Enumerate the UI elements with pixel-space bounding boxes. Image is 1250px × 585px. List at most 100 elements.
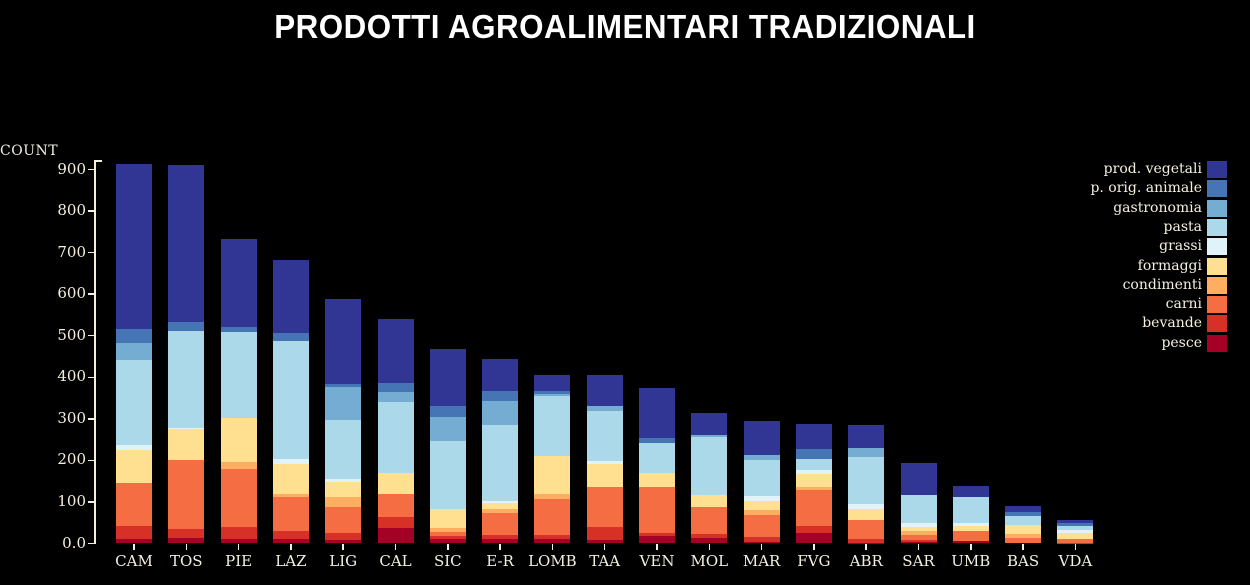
x-axis-label: E-R	[486, 552, 514, 570]
bar-segment-p-orig-animale	[1057, 523, 1094, 527]
bar-VEN	[639, 388, 675, 544]
bar-E-R	[482, 359, 519, 544]
legend-label: formaggi	[1137, 257, 1202, 274]
bar-segment-gastronomia	[116, 343, 152, 361]
bar-segment-carni	[743, 515, 780, 537]
bar-segment-pesce	[534, 538, 571, 544]
legend-item: pasta	[1040, 218, 1227, 236]
bar-segment-prod-vegetali	[482, 359, 519, 392]
x-axis-label: CAL	[379, 552, 412, 570]
legend-swatch	[1207, 276, 1227, 294]
legend-swatch	[1207, 257, 1227, 275]
bar-segment-grassi	[482, 501, 519, 503]
bar-segment-pasta	[272, 340, 309, 460]
bar-ABR	[848, 425, 885, 544]
bar-segment-pasta	[168, 330, 205, 428]
legend-item: prod. vegetali	[1040, 161, 1227, 178]
bar-segment-pesce	[220, 538, 257, 544]
bar-segment-prod-vegetali	[377, 319, 414, 383]
bar-segment-bevande	[116, 526, 152, 539]
bar-segment-bevande	[900, 539, 937, 543]
y-tick-label: 0.0	[62, 533, 86, 552]
bar-segment-prod-vegetali	[168, 164, 205, 322]
bar-segment-grassi	[848, 503, 885, 509]
y-axis-top-cap	[94, 160, 102, 162]
bar-segment-pasta	[743, 459, 780, 497]
y-axis-title: COUNT	[0, 143, 59, 159]
legend-swatch	[1207, 218, 1227, 236]
x-tick	[342, 544, 344, 550]
x-tick	[185, 544, 188, 550]
bar-segment-bevande	[743, 536, 780, 543]
bar-segment-condimenti	[429, 528, 466, 532]
bar-segment-pesce	[743, 542, 780, 544]
bar-segment-pasta	[639, 443, 675, 473]
bar-segment-pasta	[429, 440, 466, 509]
x-tick	[551, 544, 554, 550]
bar-segment-condimenti	[220, 462, 257, 470]
bar-segment-formaggi	[429, 508, 466, 529]
y-tick	[88, 501, 94, 503]
legend-label: bevande	[1142, 315, 1202, 332]
bar-segment-grassi	[272, 459, 309, 465]
bar-segment-carni	[168, 460, 205, 529]
bar-segment-carni	[952, 530, 989, 541]
bar-LAZ	[272, 259, 309, 544]
bar-segment-condimenti	[325, 497, 362, 508]
bar-segment-formaggi	[900, 526, 937, 531]
bar-segment-pasta	[900, 494, 937, 524]
bar-segment-pesce	[168, 538, 205, 544]
x-tick	[865, 544, 867, 550]
bar-segment-p-orig-animale	[534, 391, 571, 394]
bar-segment-bevande	[639, 533, 675, 537]
legend-item: carni	[1040, 296, 1227, 314]
bar-MOL	[691, 413, 728, 544]
x-tick	[499, 544, 501, 550]
bar-segment-p-orig-animale	[377, 382, 414, 392]
bar-segment-bevande	[325, 533, 362, 540]
bar-segment-carni	[848, 520, 885, 540]
bar-segment-prod-vegetali	[743, 420, 780, 456]
bar-segment-grassi	[116, 445, 152, 450]
bar-segment-p-orig-animale	[272, 333, 309, 341]
bar-segment-gastronomia	[377, 391, 414, 402]
legend-item: bevande	[1040, 315, 1227, 333]
bar-segment-gastronomia	[429, 417, 466, 441]
bar-segment-formaggi	[272, 464, 309, 495]
bar-segment-pesce	[848, 542, 885, 544]
y-tick	[88, 334, 94, 337]
bar-LIG	[325, 298, 362, 544]
bar-segment-condimenti	[482, 508, 519, 513]
bar-segment-condimenti	[1005, 534, 1042, 538]
x-axis-label: BAS	[1007, 552, 1040, 570]
bar-segment-gastronomia	[586, 406, 623, 411]
bar-segment-grassi	[168, 427, 205, 430]
bar-FVG	[795, 423, 832, 544]
bar-segment-grassi	[900, 523, 937, 527]
bar-segment-pesce	[325, 539, 362, 544]
bar-MAR	[743, 420, 780, 544]
x-tick	[290, 544, 292, 550]
x-axis-label: PIE	[225, 552, 253, 570]
bar-segment-gastronomia	[848, 447, 885, 458]
bar-segment-pesce	[795, 533, 832, 544]
legend-item: pesce	[1040, 334, 1227, 352]
bar-segment-pesce	[482, 538, 519, 544]
bar-SIC	[429, 349, 466, 544]
bar-segment-p-orig-animale	[168, 321, 205, 331]
bar-segment-pasta	[220, 332, 257, 418]
bar-segment-formaggi	[848, 508, 885, 521]
bar-segment-formaggi	[116, 449, 152, 483]
x-tick	[970, 544, 972, 550]
bar-segment-carni	[534, 499, 571, 535]
bar-segment-bevande	[691, 533, 728, 538]
bar-segment-condimenti	[900, 530, 937, 535]
bar-segment-prod-vegetali	[848, 425, 885, 448]
legend-label: condimenti	[1122, 276, 1202, 293]
bar-segment-gastronomia	[325, 386, 362, 421]
bar-segment-formaggi	[1057, 533, 1094, 539]
x-axis-label: SAR	[902, 552, 935, 570]
bar-segment-grassi	[743, 496, 780, 502]
bar-segment-formaggi	[534, 455, 571, 495]
